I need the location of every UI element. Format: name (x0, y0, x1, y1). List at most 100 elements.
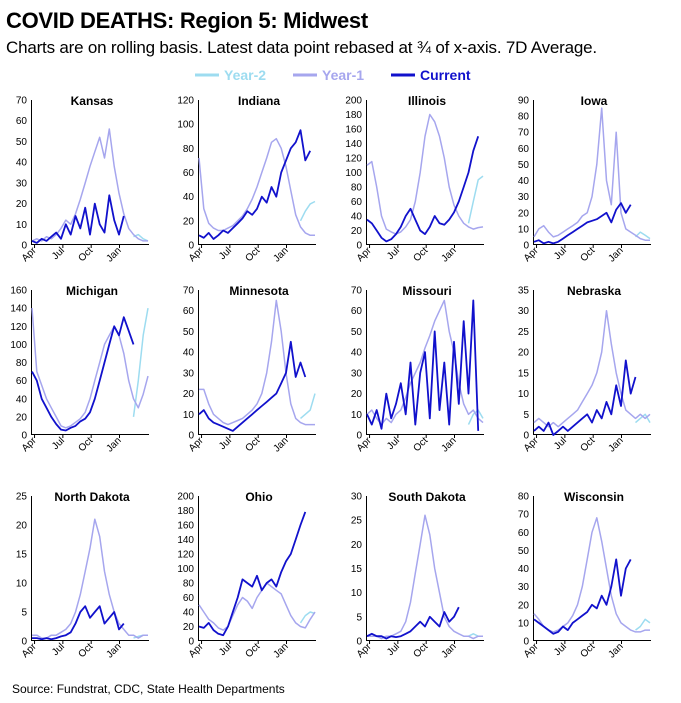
y-tick-label: 200 (177, 492, 194, 503)
legend-item-current: Current (391, 67, 471, 83)
x-tick-label: Jul (385, 245, 402, 262)
y-tick-label: 20 (16, 412, 28, 423)
series-line-current (533, 202, 632, 245)
panel-title: Iowa (581, 94, 608, 108)
y-tick-label: 0 (188, 637, 194, 648)
y-tick-label: 0 (523, 637, 529, 648)
x-tick-label: Jan (439, 641, 458, 660)
panel-title: Ohio (245, 490, 272, 504)
y-tick-label: 25 (351, 516, 363, 527)
y-tick-label: 120 (177, 96, 194, 107)
y-tick-label: 40 (518, 564, 530, 575)
y-tick-label: 25 (16, 492, 28, 503)
y-tick-label: 0 (356, 431, 362, 442)
x-tick-label: Oct (77, 641, 96, 660)
page-subtitle: Charts are on rolling basis. Latest data… (6, 38, 597, 57)
y-tick-label: 10 (16, 220, 28, 231)
y-tick-label: 70 (351, 286, 363, 297)
panel-title: Indiana (238, 94, 280, 108)
y-tick-label: 0 (21, 431, 27, 442)
y-tick-label: 30 (16, 178, 28, 189)
y-tick-label: 40 (351, 348, 363, 359)
panel-title: Minnesota (229, 284, 289, 298)
y-tick-label: 20 (351, 389, 363, 400)
y-tick-label: 0 (356, 637, 362, 648)
y-tick-label: 100 (345, 168, 362, 179)
page-title: COVID DEATHS: Region 5: Midwest (6, 8, 368, 33)
x-tick-label: Jul (552, 435, 569, 452)
y-tick-label: 70 (518, 128, 530, 139)
series-line-year-1 (533, 107, 650, 241)
y-tick-label: 15 (16, 550, 28, 561)
y-tick-label: 0 (21, 637, 27, 648)
series-line-current (533, 359, 637, 436)
y-tick-label: 70 (16, 96, 28, 107)
y-tick-label: 20 (351, 226, 363, 237)
y-tick-label: 80 (518, 112, 530, 123)
y-tick-label: 20 (518, 600, 530, 611)
x-tick-label: Jan (104, 641, 123, 660)
x-tick-label: Oct (579, 641, 598, 660)
y-tick-label: 25 (518, 327, 530, 338)
series-line-year-1 (31, 128, 148, 242)
y-tick-label: 50 (351, 327, 363, 338)
legend: Year-2 Year-1 Current (175, 66, 495, 84)
x-tick-label: Jul (385, 641, 402, 658)
series-line-year-1 (198, 137, 315, 237)
y-tick-label: 60 (518, 144, 530, 155)
y-tick-label: 50 (518, 160, 530, 171)
y-tick-label: 10 (183, 410, 195, 421)
x-tick-label: Oct (77, 435, 96, 454)
series-line-year-2 (634, 231, 651, 240)
y-tick-label: 50 (16, 137, 28, 148)
y-tick-label: 120 (177, 550, 194, 561)
x-tick-label: Jan (271, 641, 290, 660)
y-tick-label: 140 (10, 304, 27, 315)
legend-label: Year-2 (224, 67, 266, 83)
y-tick-label: 15 (518, 368, 530, 379)
y-tick-label: 40 (518, 176, 530, 187)
y-tick-label: 80 (16, 358, 28, 369)
panel-title: Michigan (66, 284, 118, 298)
y-tick-label: 140 (345, 139, 362, 150)
y-tick-label: 140 (177, 535, 194, 546)
y-tick-label: 20 (183, 216, 195, 227)
legend-label: Current (420, 67, 471, 83)
y-tick-label: 60 (351, 306, 363, 317)
y-tick-label: 40 (16, 158, 28, 169)
series-line-current (366, 606, 460, 640)
y-tick-label: 70 (518, 510, 530, 521)
x-tick-label: Oct (412, 435, 431, 454)
x-tick-label: Jan (271, 245, 290, 264)
x-tick-label: Jul (50, 641, 67, 658)
x-tick-label: Oct (244, 435, 263, 454)
source-note: Source: Fundstrat, CDC, State Health Dep… (12, 682, 285, 696)
series-line-current (533, 558, 632, 635)
y-tick-label: 5 (21, 608, 27, 619)
panel-title: Wisconsin (564, 490, 624, 504)
y-tick-label: 100 (177, 120, 194, 131)
y-tick-label: 60 (183, 306, 195, 317)
x-tick-label: Jan (104, 245, 123, 264)
series-line-year-1 (366, 113, 484, 235)
panel-title: South Dakota (388, 490, 466, 504)
y-tick-label: 0 (523, 431, 529, 442)
y-tick-label: 50 (518, 546, 530, 557)
series-line-year-2 (635, 618, 651, 631)
y-tick-label: 5 (523, 410, 529, 421)
x-tick-label: Jul (217, 245, 234, 262)
panel-title: Missouri (402, 284, 451, 298)
y-tick-label: 80 (183, 579, 195, 590)
legend-label: Year-1 (322, 67, 364, 83)
y-tick-label: 20 (518, 208, 530, 219)
panel-title: Kansas (71, 94, 114, 108)
y-tick-label: 180 (345, 110, 362, 121)
series-line-year-2 (133, 233, 149, 242)
